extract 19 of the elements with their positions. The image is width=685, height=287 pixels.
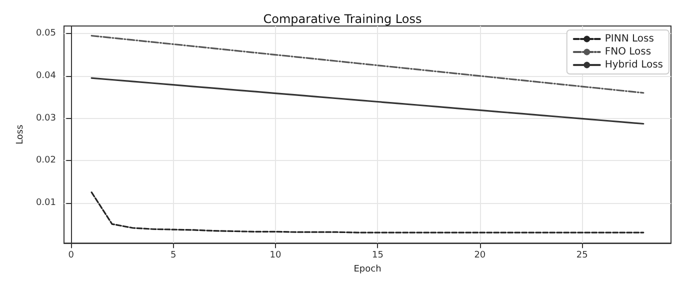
x-tick-label: 20 — [474, 250, 486, 261]
x-tick-label: 0 — [68, 250, 74, 261]
y-axis-title: Loss — [16, 124, 26, 144]
legend-label: FNO Loss — [604, 46, 652, 58]
legend-label: Hybrid Loss — [604, 60, 664, 70]
y-tick-label: 0.04 — [36, 70, 56, 81]
y-tick-label: 0.05 — [36, 28, 56, 39]
x-tick-label: 5 — [170, 250, 176, 261]
x-tick-label: 25 — [576, 250, 588, 261]
y-tick-label: 0.01 — [36, 198, 56, 208]
x-tick-label: 10 — [270, 250, 282, 261]
legend-label: PINN Loss — [604, 34, 654, 44]
line-series — [90, 77, 644, 125]
x-axis-title: Epoch — [354, 264, 382, 274]
y-tick-label: 0.03 — [36, 113, 56, 124]
chart-title: Comparative Training Loss — [263, 12, 422, 26]
x-tick-label: 15 — [372, 250, 384, 261]
y-tick-label: 0.02 — [36, 156, 56, 166]
line-series — [90, 192, 644, 234]
